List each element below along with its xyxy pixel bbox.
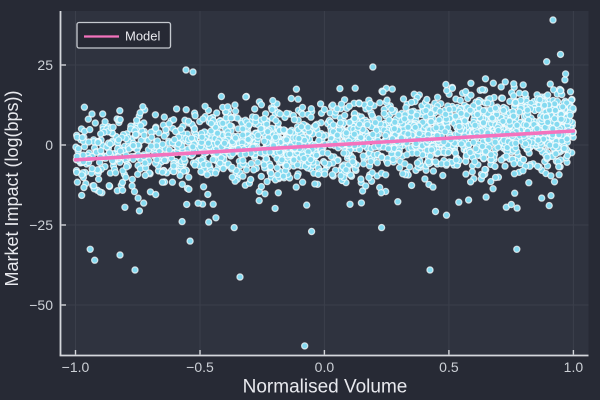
svg-text:Normalised Volume: Normalised Volume (243, 377, 408, 398)
svg-text:Model: Model (125, 29, 161, 44)
svg-text:−1.0: −1.0 (62, 359, 90, 375)
svg-text:0: 0 (45, 137, 53, 153)
svg-text:0.5: 0.5 (439, 359, 459, 375)
svg-text:Market Impact (log(bps)): Market Impact (log(bps)) (2, 90, 22, 286)
svg-text:−50: −50 (29, 297, 53, 313)
svg-text:25: 25 (37, 57, 53, 73)
svg-text:−0.5: −0.5 (186, 359, 214, 375)
svg-text:−25: −25 (29, 217, 53, 233)
svg-text:0.0: 0.0 (315, 359, 335, 375)
svg-text:1.0: 1.0 (564, 359, 584, 375)
